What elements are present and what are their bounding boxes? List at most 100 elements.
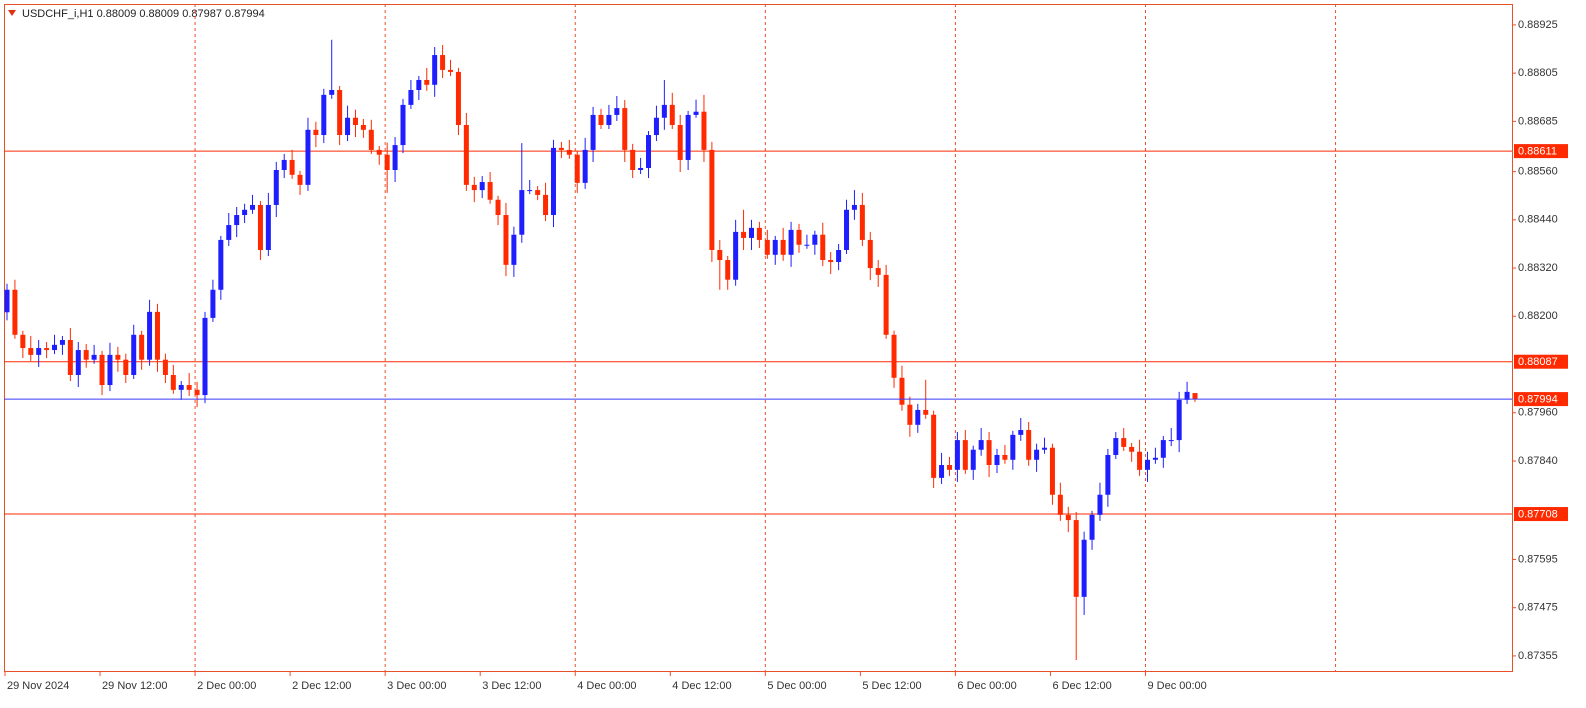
level-label-box	[1514, 144, 1568, 159]
candle-body	[384, 154, 390, 170]
candle-body	[653, 117, 659, 136]
candle-body	[67, 340, 73, 375]
candle-body	[646, 135, 652, 168]
candle-body	[788, 229, 794, 255]
candle-body	[669, 104, 675, 125]
x-tick-label: 3 Dec 00:00	[387, 680, 446, 692]
x-tick-label: 6 Dec 12:00	[1052, 680, 1111, 692]
candle-body	[1073, 520, 1079, 597]
candle-body	[582, 149, 588, 183]
candle-body	[376, 149, 382, 155]
y-tick-label: 0.87475	[1518, 602, 1558, 614]
candle-body	[281, 159, 287, 170]
candle-body	[471, 184, 477, 191]
y-tick-label: 0.87355	[1518, 650, 1558, 662]
candle-body	[1129, 446, 1135, 452]
candle-body	[455, 71, 461, 125]
candle-body	[1097, 494, 1103, 515]
candle-body	[12, 289, 18, 335]
candle-body	[962, 440, 968, 470]
candle-body	[535, 190, 541, 195]
candle-body	[820, 234, 826, 261]
y-tick-label: 0.88925	[1518, 19, 1558, 31]
candle-body	[170, 374, 176, 390]
x-tick-label: 6 Dec 00:00	[957, 680, 1016, 692]
candle-body	[859, 204, 865, 240]
candle-body	[614, 108, 620, 115]
candle-body	[226, 225, 232, 240]
level-label-box	[1514, 507, 1568, 522]
candle-body	[804, 244, 810, 246]
candle-body	[368, 129, 374, 150]
x-tick-label: 9 Dec 00:00	[1147, 680, 1206, 692]
y-tick-label: 0.88320	[1518, 262, 1558, 274]
candle-body	[1089, 514, 1095, 540]
x-tick-label: 3 Dec 12:00	[482, 680, 541, 692]
y-tick-label: 0.87960	[1518, 407, 1558, 419]
y-tick-label: 0.88200	[1518, 310, 1558, 322]
candle-body	[202, 317, 208, 396]
candle-body	[844, 209, 850, 250]
candle-body	[907, 404, 913, 425]
candle-body	[257, 204, 263, 250]
candle-body	[1121, 438, 1127, 447]
y-tick-label: 0.88805	[1518, 67, 1558, 79]
candle-body	[345, 117, 351, 136]
candle-body	[519, 190, 525, 235]
candle-body	[836, 249, 842, 263]
candle-body	[946, 465, 952, 470]
candle-body	[1034, 449, 1040, 460]
candle-body	[638, 167, 644, 170]
candle-body	[115, 354, 121, 360]
candle-body	[337, 90, 343, 136]
candle-body	[796, 229, 802, 245]
candle-body	[764, 239, 770, 255]
candle-body	[883, 274, 889, 335]
candle-body	[550, 147, 556, 216]
candle-body	[1042, 447, 1048, 450]
candle-body	[622, 108, 628, 150]
candle-body	[1184, 391, 1190, 400]
candle-body	[487, 182, 493, 200]
chart-title: USDCHF_i,H1 0.88009 0.88009 0.87987 0.87…	[22, 8, 265, 20]
candle-body	[321, 94, 327, 136]
candle-body	[329, 90, 335, 95]
candle-body	[748, 227, 754, 238]
candle-body	[107, 354, 113, 386]
candle-body	[590, 114, 596, 150]
candle-body	[265, 204, 271, 250]
candle-body	[851, 204, 857, 210]
candle-body	[598, 114, 604, 125]
candle-body	[440, 55, 446, 70]
candle-body	[392, 145, 398, 170]
candle-body	[701, 111, 707, 150]
candle-body	[527, 190, 533, 192]
candle-body	[131, 334, 137, 375]
candle-body	[83, 350, 89, 360]
candle-body	[305, 129, 311, 185]
candle-body	[44, 348, 50, 351]
candle-body	[812, 234, 818, 245]
candle-body	[448, 69, 454, 72]
level-label-box	[1514, 354, 1568, 369]
candle-body	[36, 348, 42, 355]
candle-body	[741, 231, 747, 238]
candle-body	[543, 194, 549, 216]
candle-body	[1192, 393, 1198, 400]
candle-body	[558, 147, 564, 150]
y-tick-label: 0.88440	[1518, 214, 1558, 226]
candle-body	[154, 311, 160, 360]
plot-frame	[4, 4, 1513, 672]
collapse-icon[interactable]	[8, 10, 16, 16]
candle-body	[416, 79, 422, 91]
candle-body	[162, 359, 168, 375]
candle-body	[661, 104, 667, 118]
candle-body	[923, 409, 929, 415]
candle-body	[1160, 440, 1166, 458]
x-tick-label: 4 Dec 00:00	[577, 680, 636, 692]
candle-body	[891, 334, 897, 378]
candle-body	[954, 440, 960, 470]
candle-body	[250, 204, 256, 210]
x-tick-label: 4 Dec 12:00	[672, 680, 731, 692]
candle-body	[978, 440, 984, 450]
